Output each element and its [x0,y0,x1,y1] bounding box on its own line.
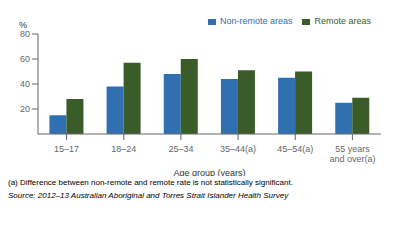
svg-text:80: 80 [20,29,30,39]
svg-text:55 yearsand over(a): 55 yearsand over(a) [329,144,375,164]
svg-text:25–34: 25–34 [168,144,193,154]
svg-text:18–24: 18–24 [111,144,136,154]
svg-text:%: % [19,20,27,30]
html-text:Remote areas: Remote areas [314,16,371,26]
svg-text:15–17: 15–17 [54,144,79,154]
html-text:(a) Difference between non-rem: (a) Difference between non-remote and re… [8,178,293,187]
html-text:Non-remote areas: Non-remote areas [219,16,293,26]
svg-text:60: 60 [20,54,30,64]
svg-text:20: 20 [20,104,30,114]
svg-text:35–44(a): 35–44(a) [220,144,256,154]
svg-text:40: 40 [20,79,30,89]
svg-text:Age group (years): Age group (years) [173,168,245,176]
html-text:Source: 2012–13 Australian Abo: Source: 2012–13 Australian Aboriginal an… [8,191,289,200]
svg-text:45–54(a): 45–54(a) [277,144,313,154]
